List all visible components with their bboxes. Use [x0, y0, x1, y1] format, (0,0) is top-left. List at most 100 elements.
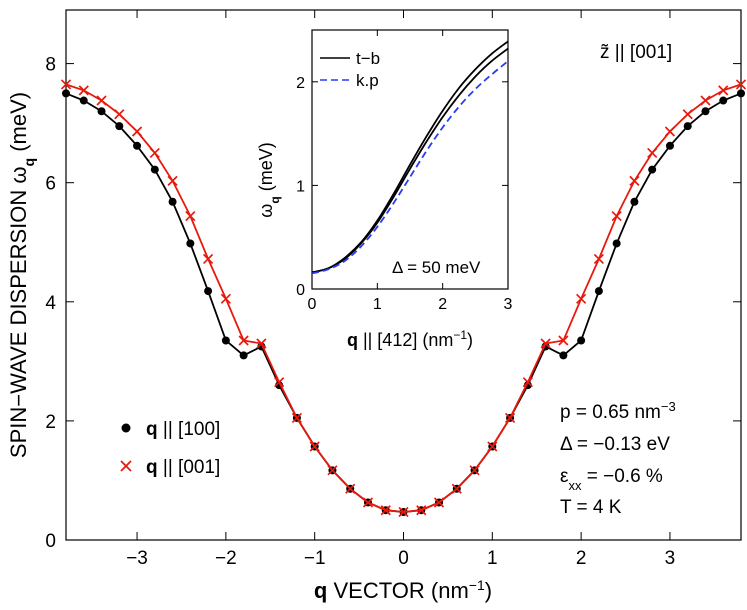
main-data-point-100: [559, 351, 568, 360]
main-data-point-100: [630, 197, 639, 206]
main-y-label-sub: q: [21, 158, 37, 167]
main-data-point-001: [274, 377, 285, 388]
main-data-point-100: [133, 141, 142, 150]
main-data-point-001: [185, 210, 196, 222]
main-x-tick-label: 3: [665, 548, 676, 569]
main-data-point-100: [719, 96, 728, 105]
param-delta: Δ = −0.13 eV: [560, 434, 670, 455]
main-legend: q || [100] q || [001]: [120, 419, 220, 478]
main-data-point-001: [469, 465, 480, 476]
main-data-point-100: [79, 96, 88, 105]
main-data-point-100: [62, 89, 70, 98]
inset-x-axis-label: q || [412] (nm−1): [347, 328, 473, 350]
inset-x-tick-label: 2: [438, 296, 447, 313]
main-data-point-001: [522, 377, 533, 388]
main-data-point-100: [150, 165, 159, 174]
main-data-point-100: [204, 287, 213, 296]
main-x-label-close: ): [485, 578, 492, 603]
main-y-axis-label: SPIN−WAVE DISPERSION ωq (meV): [6, 92, 37, 458]
main-x-tick-label: 2: [576, 548, 587, 569]
main-axis-ticks: −3 −2 −1 0 1 2 3 0 2 4 6 8: [45, 10, 741, 569]
inset-y-axis-label: ωq (meV): [256, 142, 282, 217]
param-density: p = 0.65 nm−3: [560, 399, 676, 424]
main-data-point-100: [594, 287, 603, 296]
main-x-axis-label: q VECTOR (nm−1): [314, 577, 492, 603]
main-x-tick-label: −1: [304, 548, 326, 569]
main-data-point-001: [664, 126, 676, 137]
main-data-point-100: [701, 107, 710, 116]
orientation-annotation: z̃ || [001]: [600, 42, 672, 63]
main-data-point-100: [239, 351, 248, 360]
main-y-tick-label: 6: [45, 174, 56, 195]
main-data-point-100: [115, 122, 124, 131]
main-y-tick-label: 2: [45, 412, 56, 433]
main-data-point-100: [186, 239, 195, 248]
main-data-point-100: [97, 107, 106, 116]
legend-item-001: q || [001]: [120, 457, 220, 478]
inset-plot-frame: [311, 29, 509, 290]
main-data-point-001: [149, 147, 160, 159]
legend-dot-marker: [121, 423, 131, 433]
main-data-point-001: [398, 506, 409, 518]
main-data-point-001: [78, 85, 89, 96]
main-x-tick-label: −2: [215, 548, 237, 569]
main-data-point-001: [558, 335, 569, 346]
main-data-point-001: [167, 175, 178, 187]
inset-y-tick-label: 2: [296, 75, 305, 92]
main-data-point-001: [540, 338, 551, 349]
inset-legend-kp-label: k.p: [356, 71, 379, 90]
main-data-point-001: [327, 465, 338, 476]
main-y-label-text: SPIN−WAVE DISPERSION ω: [6, 166, 31, 458]
main-data-point-001: [60, 79, 72, 90]
main-data-point-100: [683, 122, 692, 131]
main-data-point-001: [593, 253, 604, 265]
inset-chart: 0 1 2 3 0 1 2 q || [412] (nm−1) ωq (meV) Δ = 5…: [256, 29, 513, 350]
param-temperature: T = 4 K: [560, 497, 622, 518]
main-data-point-001: [504, 412, 516, 424]
main-data-point-001: [220, 293, 231, 304]
main-data-point-100: [665, 141, 674, 150]
main-data-point-001: [238, 335, 249, 346]
main-series-group: [60, 79, 747, 518]
inset-x-tick-label: 1: [373, 296, 382, 313]
main-data-point-001: [256, 338, 267, 349]
inset-legend: t−b k.p: [320, 49, 380, 90]
main-data-point-001: [131, 126, 143, 137]
main-data-point-001: [309, 441, 320, 452]
main-data-point-100: [612, 239, 621, 248]
main-data-point-100: [221, 336, 230, 345]
main-data-point-001: [682, 109, 693, 120]
inset-delta-annotation: Δ = 50 meV: [392, 258, 481, 277]
inset-x-tick-label: 0: [308, 296, 317, 313]
inset-y-tick-label: 0: [296, 282, 305, 299]
main-data-point-100: [648, 165, 657, 174]
legend-label-001: q || [001]: [146, 457, 220, 478]
main-data-point-001: [451, 483, 462, 494]
main-data-point-001: [433, 497, 445, 508]
main-data-point-001: [114, 109, 125, 120]
main-data-point-100: [168, 197, 177, 206]
main-x-tick-label: −3: [126, 548, 148, 569]
main-data-point-001: [611, 210, 622, 222]
main-data-point-001: [380, 505, 391, 516]
inset-series-group: [311, 40, 509, 275]
inset-legend-tb-label: t−b: [356, 49, 380, 68]
main-data-point-001: [487, 441, 498, 452]
main-data-point-100: [577, 336, 586, 345]
main-data-point-001: [647, 147, 658, 159]
main-x-tick-label: 0: [398, 548, 409, 569]
main-x-label-sup: −1: [469, 577, 485, 593]
main-data-point-100: [737, 89, 745, 98]
main-y-tick-label: 0: [45, 531, 56, 552]
orientation-text: z̃ || [001]: [600, 42, 672, 63]
main-data-point-001: [203, 253, 214, 265]
main-y-label-units: (meV): [6, 92, 31, 158]
inset-axis-ticks: 0 1 2 3 0 1 2: [296, 30, 513, 313]
main-data-point-001: [291, 412, 303, 424]
main-y-tick-label: 8: [45, 55, 56, 76]
main-data-point-001: [345, 483, 356, 494]
main-y-tick-label: 4: [45, 293, 56, 314]
main-data-point-001: [96, 95, 107, 106]
main-data-point-001: [416, 505, 427, 516]
